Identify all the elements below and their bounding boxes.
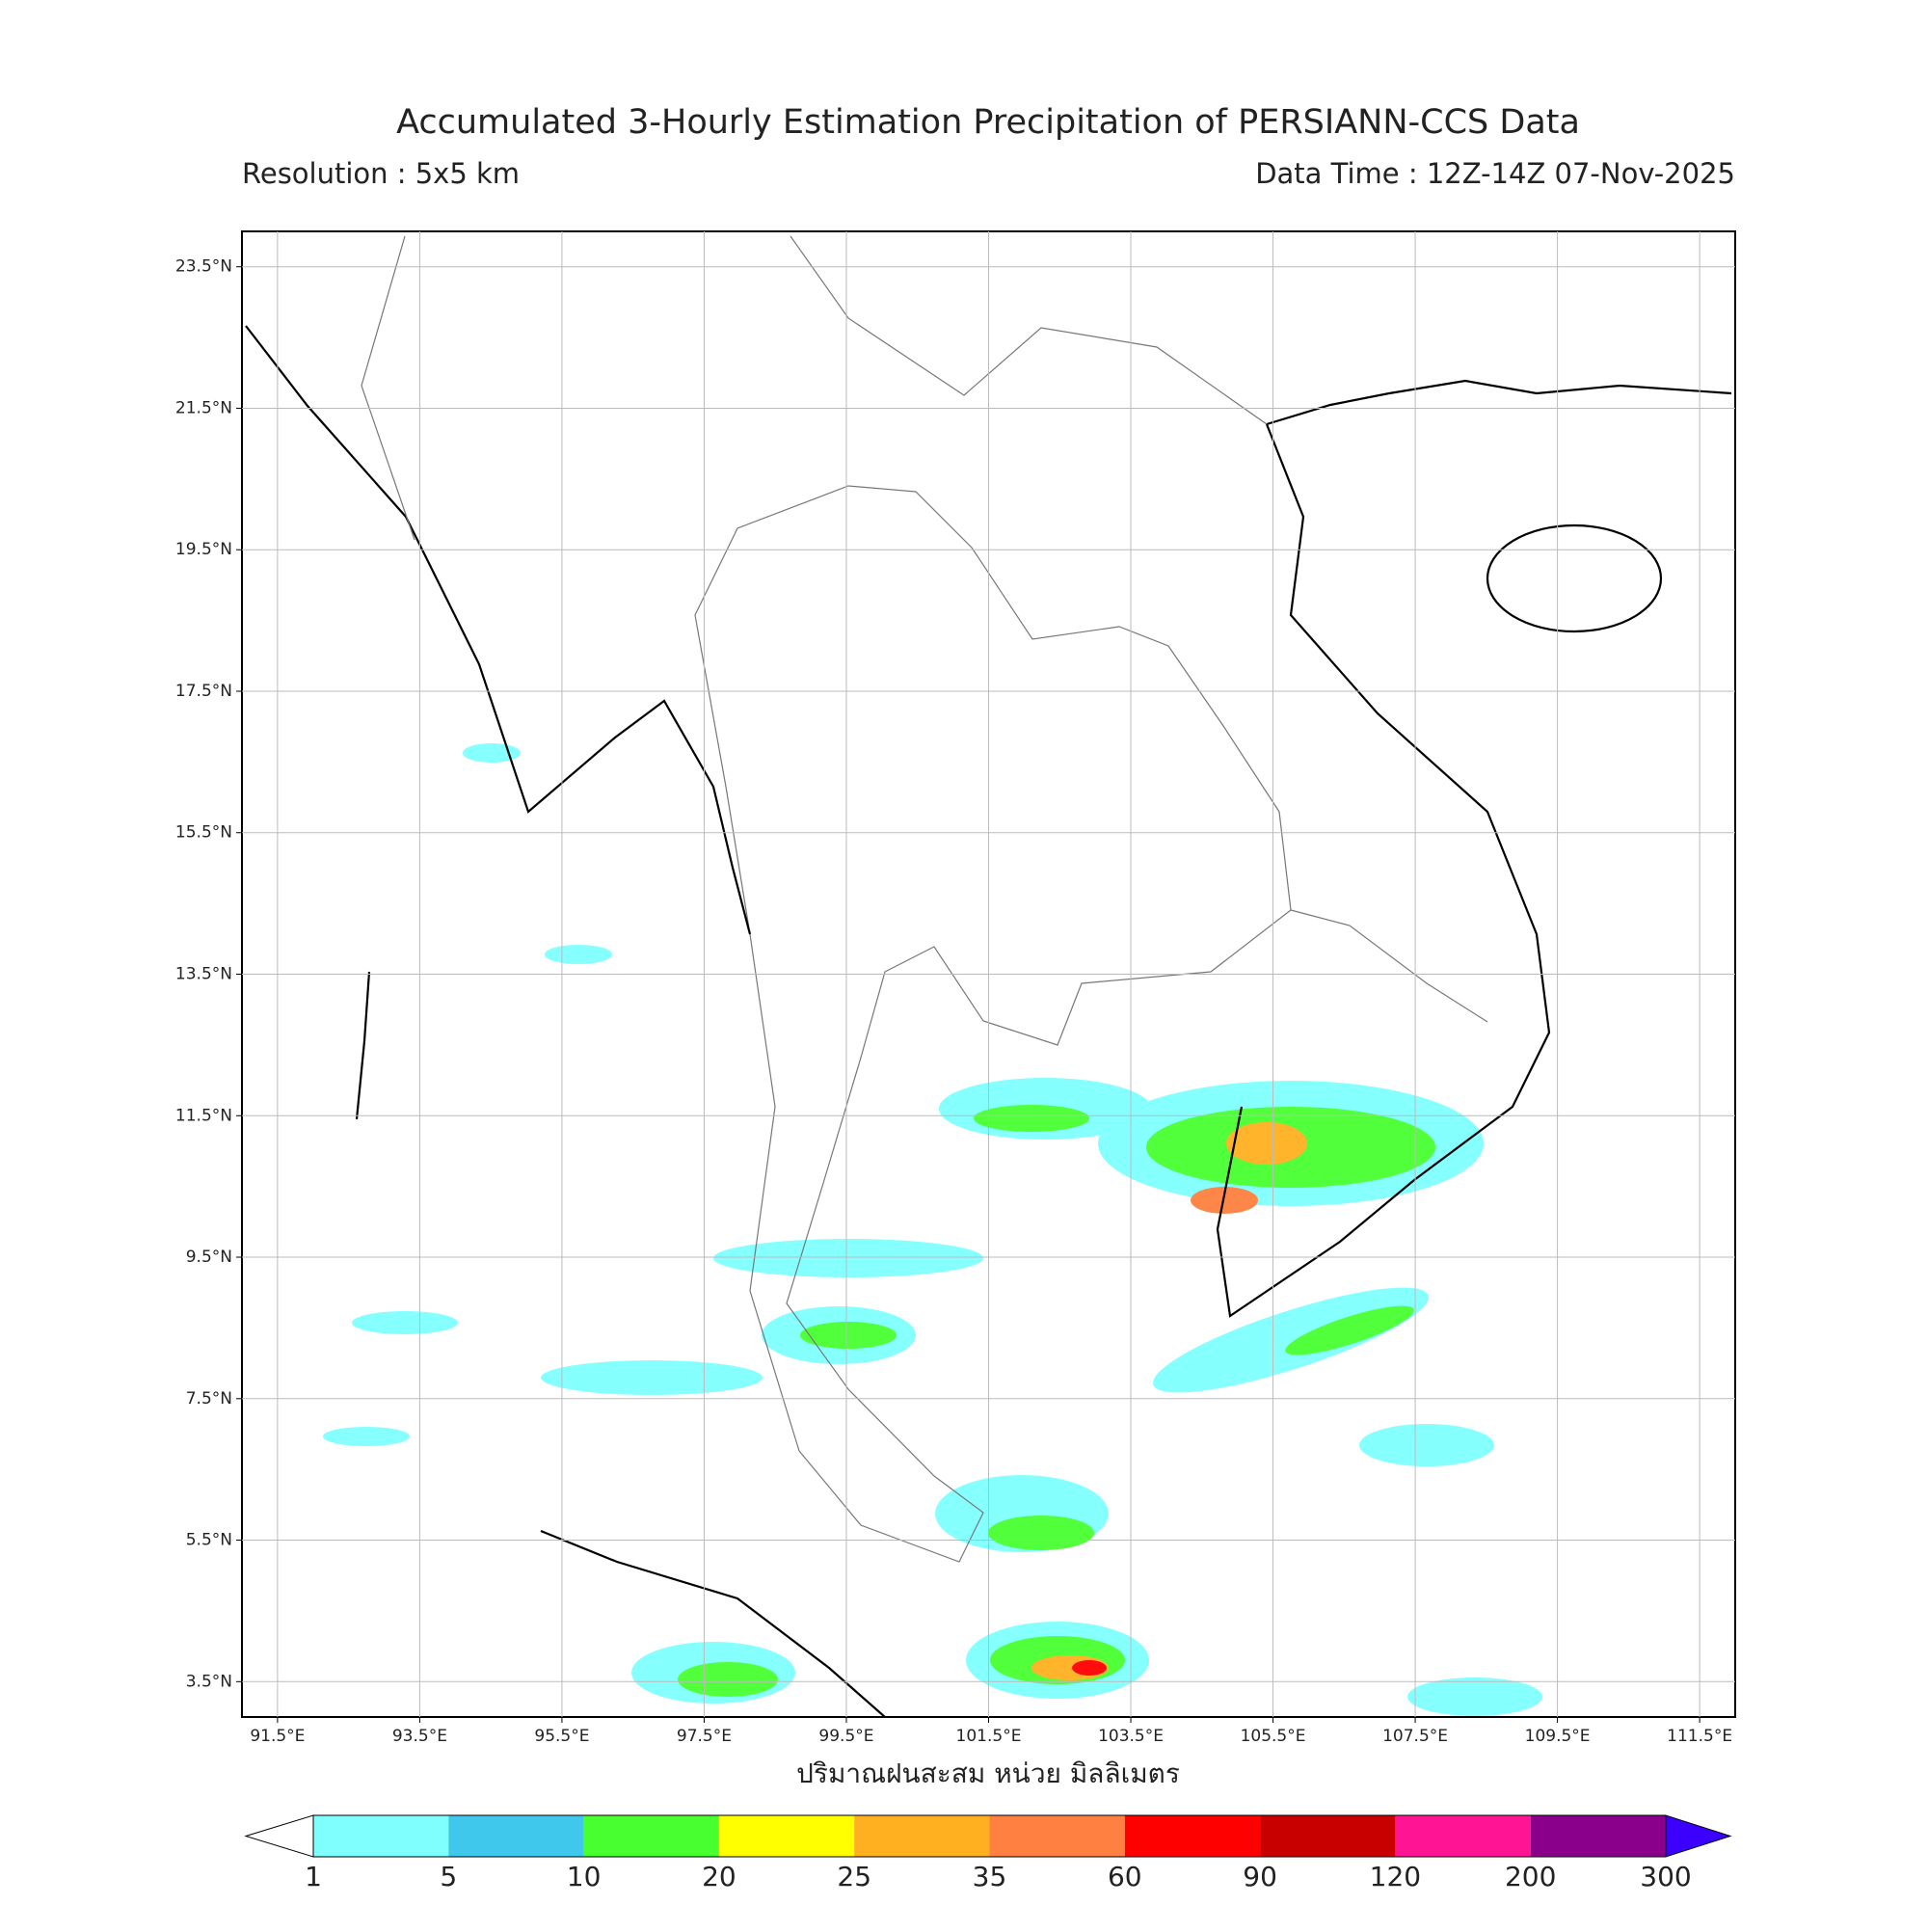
- rain-area: [1153, 1287, 1429, 1393]
- coastline: [1216, 423, 1551, 1318]
- colorbar-swatch: [313, 1815, 449, 1857]
- lon-label: 109.5°E: [1525, 1727, 1591, 1746]
- lat-label: 5.5°N: [186, 1531, 232, 1550]
- rain-area: [800, 1322, 897, 1349]
- coastline: [355, 971, 371, 1120]
- colorbar-swatch: [718, 1815, 855, 1857]
- lon-label: 99.5°E: [818, 1727, 873, 1746]
- lon-label: 93.5°E: [392, 1727, 447, 1746]
- rain-area: [352, 1311, 458, 1334]
- colorbar-label: 60: [1108, 1861, 1142, 1892]
- colorbar-label: 200: [1505, 1861, 1556, 1892]
- colorbar-swatch: [1124, 1815, 1261, 1857]
- colorbar-frame: [312, 1814, 1667, 1858]
- lon-label: 111.5°E: [1667, 1727, 1732, 1746]
- title: Accumulated 3-Hourly Estimation Precipit…: [396, 103, 1580, 142]
- coastline: [245, 325, 752, 935]
- colorbar-swatch: [989, 1815, 1125, 1857]
- x-label: ปริมาณฝนสะสม หน่วย มิลลิเมตร: [796, 1758, 1180, 1789]
- rain-area: [1072, 1660, 1107, 1676]
- colorbar-swatch: [583, 1815, 719, 1857]
- rain-area: [1359, 1424, 1494, 1466]
- coastline: [1486, 523, 1663, 633]
- lon-label: 101.5°E: [956, 1727, 1022, 1746]
- colorbar-label: 120: [1370, 1861, 1421, 1892]
- lat-label: 7.5°N: [186, 1389, 232, 1409]
- colorbar-label: 300: [1640, 1861, 1691, 1892]
- rain-area: [1407, 1677, 1542, 1716]
- colorbar-swatch: [1530, 1815, 1666, 1857]
- colorbar-label: 1: [305, 1861, 322, 1892]
- country-border: [361, 235, 1488, 1023]
- country-border: [694, 485, 1292, 1563]
- rain-area: [713, 1239, 983, 1277]
- lat-label: 13.5°N: [175, 965, 232, 984]
- rain-area: [545, 945, 612, 964]
- rain-area: [323, 1427, 410, 1446]
- rain-area: [541, 1360, 763, 1395]
- coastline: [1266, 379, 1732, 426]
- colorbar-label: 90: [1243, 1861, 1277, 1892]
- data-time: Data Time : 12Z-14Z 07-Nov-2025: [1255, 157, 1735, 190]
- lon-label: 91.5°E: [250, 1727, 305, 1746]
- map-layer: [245, 235, 1732, 1718]
- colorbar-label: 35: [973, 1861, 1007, 1892]
- lon-label: 105.5°E: [1241, 1727, 1306, 1746]
- colorbar-over: [1665, 1814, 1732, 1858]
- colorbar-swatch: [448, 1815, 584, 1857]
- rain-area: [1285, 1305, 1414, 1355]
- rain-area: [988, 1516, 1094, 1550]
- lon-label: 95.5°E: [534, 1727, 589, 1746]
- lat-label: 19.5°N: [175, 540, 232, 559]
- lon-label: 97.5°E: [677, 1727, 732, 1746]
- colorbar-swatch: [1395, 1815, 1531, 1857]
- colorbar-swatch: [854, 1815, 990, 1857]
- lat-label: 21.5°N: [175, 398, 232, 417]
- resolution: Resolution : 5x5 km: [242, 157, 520, 190]
- lat-label: 3.5°N: [186, 1672, 232, 1691]
- colorbar-label: 5: [440, 1861, 457, 1892]
- lon-label: 107.5°E: [1382, 1727, 1448, 1746]
- colorbar-label: 10: [567, 1861, 602, 1892]
- lat-label: 9.5°N: [186, 1248, 232, 1267]
- rain: [323, 743, 1542, 1716]
- colorbar-label: 20: [702, 1861, 736, 1892]
- rain-area: [1226, 1122, 1307, 1165]
- colorbar-label: 25: [837, 1861, 871, 1892]
- lat-label: 17.5°N: [175, 682, 232, 701]
- lat-label: 15.5°N: [175, 823, 232, 843]
- rain-area: [678, 1662, 778, 1697]
- coastline: [540, 1529, 886, 1718]
- colorbar-swatch: [1260, 1815, 1396, 1857]
- lat-label: 23.5°N: [175, 257, 232, 277]
- lat-label: 11.5°N: [175, 1106, 232, 1125]
- rain-area: [974, 1105, 1089, 1132]
- lon-label: 103.5°E: [1098, 1727, 1164, 1746]
- colorbar-under: [244, 1814, 314, 1858]
